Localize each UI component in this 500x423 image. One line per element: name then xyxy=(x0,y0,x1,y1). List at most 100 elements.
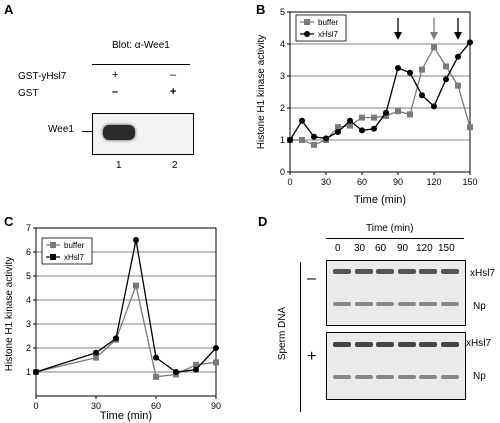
data-point-xhsl7 xyxy=(407,69,413,76)
x-tick-label: 90 xyxy=(393,177,403,187)
data-point-xhsl7 xyxy=(395,65,401,71)
data-point-xhsl7 xyxy=(193,366,199,373)
d-time-30: 30 xyxy=(354,243,366,254)
gel-band xyxy=(354,269,373,274)
chart-c-ticks: 1 2 3 4 5 6 7 0 30 60 90 xyxy=(26,223,221,411)
panel-d-letter: D xyxy=(258,214,268,229)
gel-band xyxy=(419,342,437,347)
d-band-top-xhsl7: xHsl7 xyxy=(470,268,496,279)
chart-b-series xyxy=(287,39,473,148)
gel-band xyxy=(333,269,351,274)
row2-lane1-sign: – xyxy=(112,86,119,98)
data-point-buffer xyxy=(431,44,437,51)
data-point-xhsl7 xyxy=(371,125,377,132)
gel-band xyxy=(333,375,351,379)
gel-band xyxy=(419,302,437,306)
arrow-head xyxy=(454,32,462,40)
data-point-xhsl7 xyxy=(93,349,99,356)
data-point-buffer xyxy=(133,282,139,289)
y-tick-label: 2 xyxy=(26,343,31,353)
panel-a-letter: A xyxy=(4,2,14,17)
gel-band xyxy=(333,302,351,306)
gel-band xyxy=(397,375,416,379)
y-tick-label: 7 xyxy=(26,223,31,233)
data-point-buffer xyxy=(193,361,199,368)
d-band-bottom-xhsl7: xHsl7 xyxy=(466,338,492,349)
data-point-xhsl7 xyxy=(359,127,365,134)
panel-c-letter: C xyxy=(4,214,14,229)
x-tick-label: 30 xyxy=(321,177,331,187)
gel-band xyxy=(419,269,437,274)
y-tick-label: 4 xyxy=(26,295,31,305)
data-point-buffer xyxy=(395,108,401,115)
data-point-xhsl7 xyxy=(419,92,425,99)
chart-b-frame xyxy=(289,11,471,173)
legend-c-buffer-label: buffer xyxy=(64,241,85,250)
data-point-xhsl7 xyxy=(153,354,159,361)
y-tick-label: 5 xyxy=(280,7,285,17)
chart-c-grid xyxy=(36,251,216,373)
x-tick-label: 90 xyxy=(211,401,221,411)
d-side-rule xyxy=(300,262,301,412)
d-time-rule xyxy=(326,238,464,239)
gel-band xyxy=(376,342,394,347)
row1-lane2-sign: – xyxy=(170,69,177,81)
y-tick-label: 3 xyxy=(280,71,285,81)
data-point-xhsl7 xyxy=(323,135,329,142)
data-point-xhsl7 xyxy=(133,237,139,243)
legend-b-xhsl7-label: xHsl7 xyxy=(318,30,339,39)
y-tick-label: 6 xyxy=(26,247,31,257)
chart-b-legend: buffer xHsl7 xyxy=(295,14,347,42)
y-tick-label: 3 xyxy=(26,319,31,329)
chart-c-xlabel: Time (min) xyxy=(100,410,152,422)
gel-top-minus-dna xyxy=(326,260,466,326)
d-time-60: 60 xyxy=(375,243,387,254)
data-point-buffer xyxy=(299,137,305,143)
data-point-buffer xyxy=(455,82,461,89)
data-point-xhsl7 xyxy=(33,369,39,375)
series-line-buffer xyxy=(290,45,471,146)
data-point-buffer xyxy=(383,113,389,119)
d-time-150: 150 xyxy=(438,243,455,254)
chart-c-ylabel: Histone H1 kinase activity xyxy=(4,257,15,372)
legend-c-xhsl7-marker xyxy=(50,254,56,260)
data-point-buffer xyxy=(359,114,365,121)
blot-title: Blot: α-Wee1 xyxy=(112,40,170,51)
y-tick-label: 1 xyxy=(26,367,31,377)
wee1-band-lane1 xyxy=(103,125,135,140)
gel-band xyxy=(440,342,459,347)
data-point-xhsl7 xyxy=(213,345,219,351)
x-tick-label: 30 xyxy=(91,401,101,411)
row1-lane1-sign: + xyxy=(112,69,119,81)
legend-b-buffer-marker xyxy=(304,19,310,25)
gel-bottom-plus-dna xyxy=(326,332,466,400)
chart-b-grid xyxy=(290,43,470,141)
gel-band xyxy=(354,302,373,306)
data-point-buffer xyxy=(467,124,473,131)
band-label-tick xyxy=(82,131,92,132)
data-point-buffer xyxy=(419,66,425,73)
row-label-gst: GST xyxy=(18,88,39,99)
y-tick-label: 2 xyxy=(280,103,285,113)
row2-lane2-sign: + xyxy=(170,86,177,98)
y-tick-label: 1 xyxy=(280,135,285,145)
chart-c-frame xyxy=(35,227,217,397)
gel-band xyxy=(354,375,373,379)
data-point-buffer xyxy=(407,111,413,118)
gel-band xyxy=(376,375,394,379)
gel-band xyxy=(376,269,394,274)
data-point-buffer xyxy=(371,114,377,121)
gel-band xyxy=(397,269,416,274)
gel-band xyxy=(440,269,459,274)
series-line-xhsl7 xyxy=(35,239,217,373)
d-band-top-np: Np xyxy=(473,301,486,312)
d-plus-sign: + xyxy=(307,348,317,365)
chart-b-ylabel: Histone H1 kinase activity xyxy=(256,35,267,150)
data-point-xhsl7 xyxy=(431,103,437,110)
chart-c-series xyxy=(33,237,219,380)
d-time-0: 0 xyxy=(335,243,341,254)
row-label-gst-yhsl7: GST-yHsl7 xyxy=(18,71,67,82)
wee1-blot-image xyxy=(92,113,194,155)
data-point-xhsl7 xyxy=(173,369,179,375)
y-tick-label: 5 xyxy=(26,271,31,281)
